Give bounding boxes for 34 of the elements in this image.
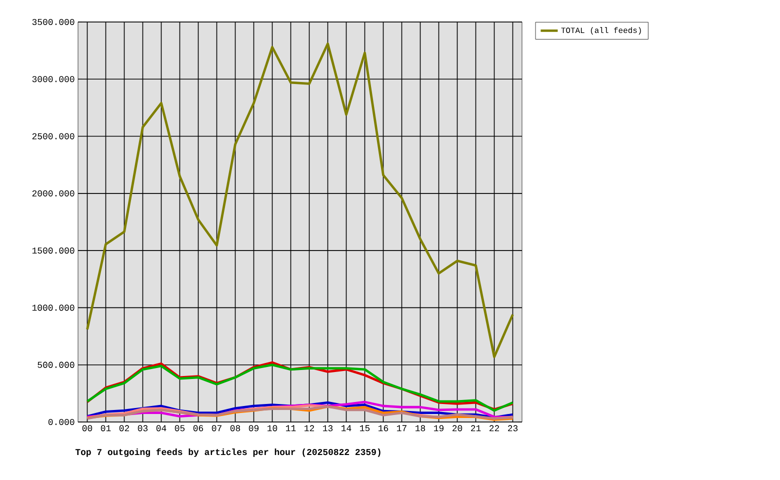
y-tick-label: 1000.000 — [32, 304, 74, 311]
y-tick-label: 500.000 — [38, 362, 74, 368]
x-tick-label: 00 — [82, 425, 92, 432]
x-tick-label: 07 — [212, 425, 222, 432]
y-tick-label: 0.000 — [48, 418, 74, 426]
x-tick-label: 18 — [416, 425, 426, 432]
x-tick-label: 21 — [471, 425, 481, 432]
x-tick-label: 06 — [193, 425, 204, 432]
x-tick-label: 15 — [360, 425, 370, 432]
line-series — [86, 42, 514, 358]
x-tick-label: 04 — [156, 425, 166, 432]
x-tick-label: 11 — [286, 425, 296, 432]
x-tick-label: 22 — [490, 425, 500, 432]
y-tick-label: 2500.000 — [32, 133, 74, 140]
x-tick-label: 08 — [230, 425, 240, 432]
x-tick-label: 20 — [452, 425, 462, 432]
x-tick-label: 12 — [304, 425, 314, 432]
y-tick-label: 3000.000 — [32, 76, 74, 82]
x-tick-label: 19 — [434, 425, 444, 432]
y-tick-label: 2000.000 — [32, 190, 74, 196]
x-tick-label: 16 — [378, 425, 388, 432]
x-tick-label: 05 — [174, 425, 185, 432]
y-tick-label: 3500.000 — [32, 18, 74, 26]
x-tick-label: 13 — [323, 425, 333, 432]
text: Top 7 outgoing feeds by articles per hour (20250822 2359) — [75, 448, 380, 457]
x-tick-label: 14 — [342, 425, 352, 432]
x-tick-label: 03 — [138, 425, 148, 432]
x-tick-label: 17 — [397, 425, 406, 432]
x-tick-label: 09 — [248, 425, 259, 432]
y-tick-label: 1500.000 — [32, 248, 74, 254]
x-tick-label: 02 — [119, 425, 130, 432]
x-tick-label: 10 — [268, 425, 278, 432]
x-tick-label: 23 — [508, 425, 518, 432]
x-tick-label: 01 — [100, 425, 111, 432]
